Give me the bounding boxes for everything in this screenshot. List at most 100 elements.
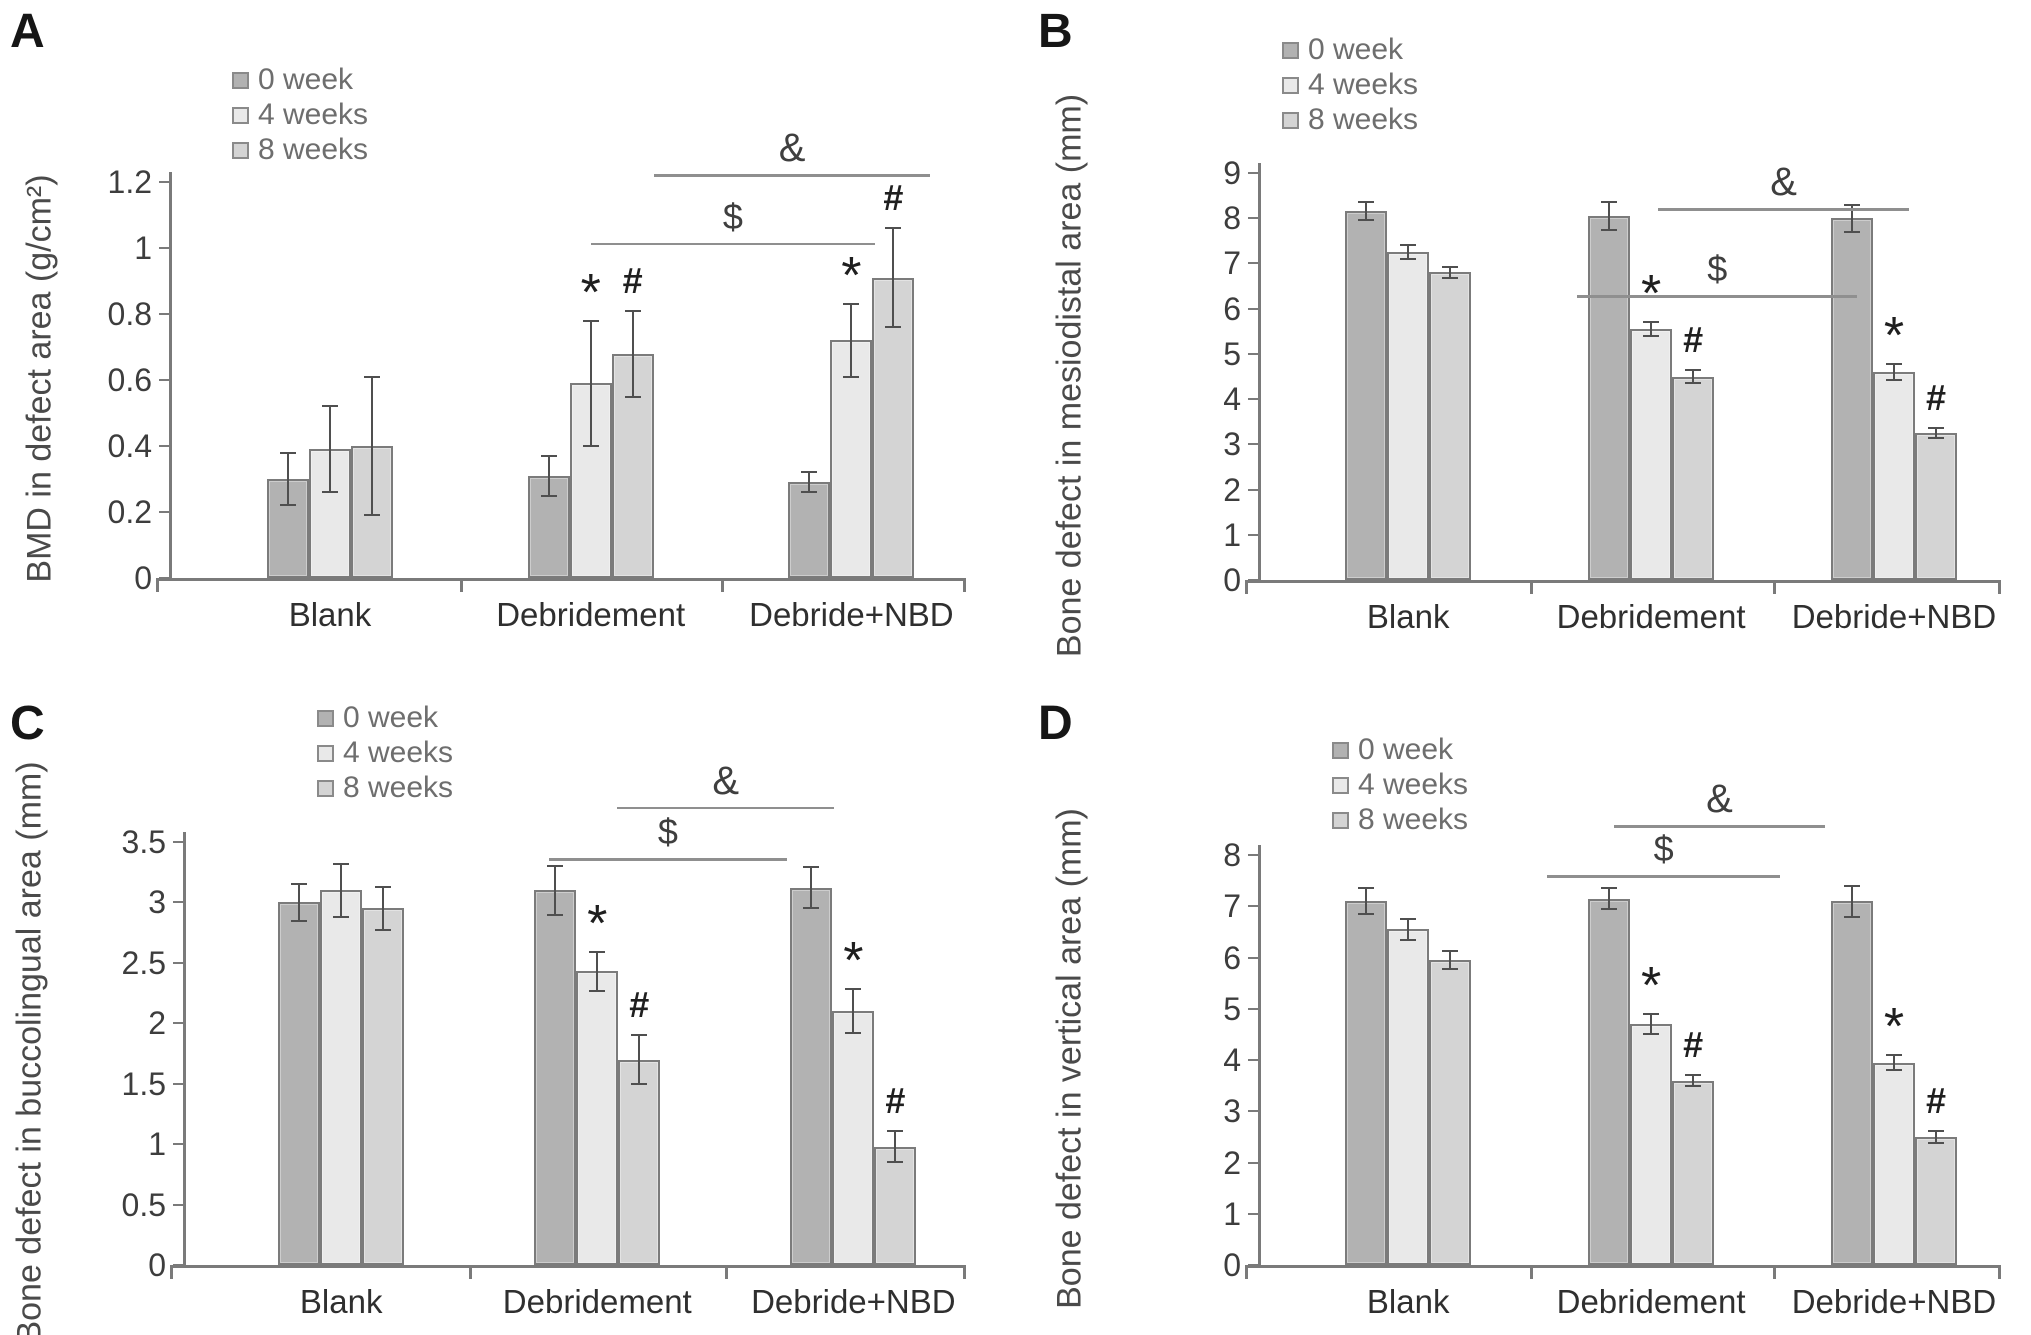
x-axis-tick [1529, 1265, 1533, 1279]
error-bar-cap [1685, 1084, 1702, 1087]
y-tick [173, 1203, 183, 1206]
x-axis-tick [1772, 1265, 1776, 1279]
legend-swatch [317, 709, 334, 727]
y-tick [159, 247, 169, 249]
sig-marker: * [587, 894, 608, 953]
x-axis-tick [963, 1265, 966, 1279]
error-bar-cap [1843, 203, 1860, 206]
sig-marker: * [843, 932, 864, 991]
panel-C: C 0 week 4 weeks 8 weeks Bone defect in bucc… [0, 690, 1015, 1335]
error-bar-cap [291, 919, 308, 922]
x-axis-tick [963, 578, 966, 592]
error-bar-cap [322, 405, 338, 408]
y-axis-title: Bone defect in buccolingual area (mm) [10, 760, 49, 1335]
legend-label: 4 weeks [343, 736, 454, 769]
y-tick-label: 8 [1223, 200, 1241, 237]
error-bar [1449, 267, 1452, 278]
legend-item: 4 weeks [1332, 768, 1468, 802]
error-bar [1365, 202, 1368, 221]
bar-4-weeks-Debridement [576, 971, 619, 1265]
legend-label: 4 weeks [1358, 768, 1469, 801]
y-tick-label: 1 [1223, 516, 1241, 553]
error-bar [631, 310, 634, 397]
legend-item: 8 weeks [232, 133, 368, 167]
error-bar [1692, 369, 1695, 384]
error-bar-cap [1400, 257, 1417, 260]
y-tick-label: 3 [1223, 1093, 1241, 1130]
legend-item: 0 week [1332, 733, 1453, 767]
error-bar [1892, 1054, 1895, 1071]
y-tick-label: 0.6 [107, 362, 152, 398]
error-bar [1365, 888, 1368, 914]
bracket-label: & [712, 758, 740, 803]
bar-0-week-Blank [278, 902, 321, 1265]
bar-4-weeks-Debride-NBD [832, 1011, 875, 1265]
error-bar [1650, 322, 1653, 336]
y-axis [1258, 845, 1261, 1268]
error-bar-cap [885, 326, 902, 329]
panel-letter: B [1038, 5, 1073, 58]
error-bar-cap [1442, 950, 1459, 953]
error-bar-cap [1643, 321, 1660, 324]
panel-D: D 0 week 4 weeks 8 weeks Bone defect in vert… [1015, 690, 2031, 1335]
x-axis-tick [156, 578, 159, 592]
sig-marker: * [1640, 956, 1662, 1015]
y-tick-label: 1.5 [121, 1065, 166, 1102]
error-bar-cap [803, 907, 820, 910]
y-tick-label: 3.5 [121, 824, 166, 860]
legend-label: 0 week [1308, 33, 1404, 66]
bracket-line [617, 806, 834, 810]
bracket-label: $ [657, 811, 678, 853]
y-tick-label: 4 [1223, 381, 1241, 418]
legend-item: 8 weeks [317, 771, 453, 805]
bar-0-week-Debride-NBD [1830, 901, 1873, 1265]
bracket-line [1547, 875, 1780, 878]
legend-swatch [232, 71, 249, 89]
error-bar-cap [375, 885, 392, 888]
error-bar [1608, 888, 1611, 909]
x-category-label: Debride+NBD [1791, 598, 1997, 635]
legend-label: 8 weeks [343, 771, 454, 804]
y-tick-label: 4 [1223, 1042, 1241, 1078]
error-bar [850, 304, 853, 377]
error-bar-cap [1601, 887, 1618, 890]
bar-4-weeks-Blank [1387, 252, 1430, 580]
error-bar [1449, 951, 1452, 969]
error-bar-cap [1685, 368, 1702, 371]
y-tick-label: 6 [1223, 290, 1241, 327]
error-bar [638, 1035, 641, 1084]
error-bar-cap [322, 491, 338, 494]
legend-swatch [1282, 76, 1299, 94]
y-tick [159, 511, 169, 513]
bar-8-weeks-Blank [1429, 272, 1472, 580]
error-bar-cap [1442, 967, 1459, 970]
bracket-line [653, 174, 931, 177]
error-bar-cap [1601, 228, 1618, 231]
bracket-label: & [1770, 160, 1797, 204]
error-bar-cap [364, 514, 380, 517]
legend-swatch [317, 744, 334, 762]
error-bar-cap [589, 950, 606, 953]
legend-label: 8 weeks [1358, 803, 1469, 836]
x-axis-tick [725, 1265, 729, 1279]
x-category-label: Debridement [1556, 1283, 1746, 1320]
y-tick-label: 0.5 [121, 1186, 166, 1223]
y-tick [173, 841, 183, 843]
y-tick [1248, 533, 1258, 536]
error-bar [1934, 1130, 1937, 1144]
error-bar-cap [291, 883, 308, 886]
bar-0-week-Debridement [1588, 898, 1631, 1265]
y-tick-label: 6 [1223, 939, 1241, 976]
error-bar-cap [843, 303, 860, 306]
y-tick [1248, 1212, 1258, 1215]
bar-0-week-Blank [1345, 211, 1388, 580]
bar-4-weeks-Blank [1387, 929, 1430, 1265]
x-category-label: Debridement [1556, 598, 1746, 635]
y-tick-label: 1 [148, 1126, 166, 1163]
y-tick [1248, 1110, 1258, 1113]
error-bar [1650, 1013, 1653, 1035]
x-category-label: Debridement [502, 1283, 692, 1320]
error-bar-cap [1843, 230, 1860, 233]
bar-8-weeks-Blank [362, 908, 405, 1265]
y-tick-label: 9 [1223, 155, 1241, 191]
